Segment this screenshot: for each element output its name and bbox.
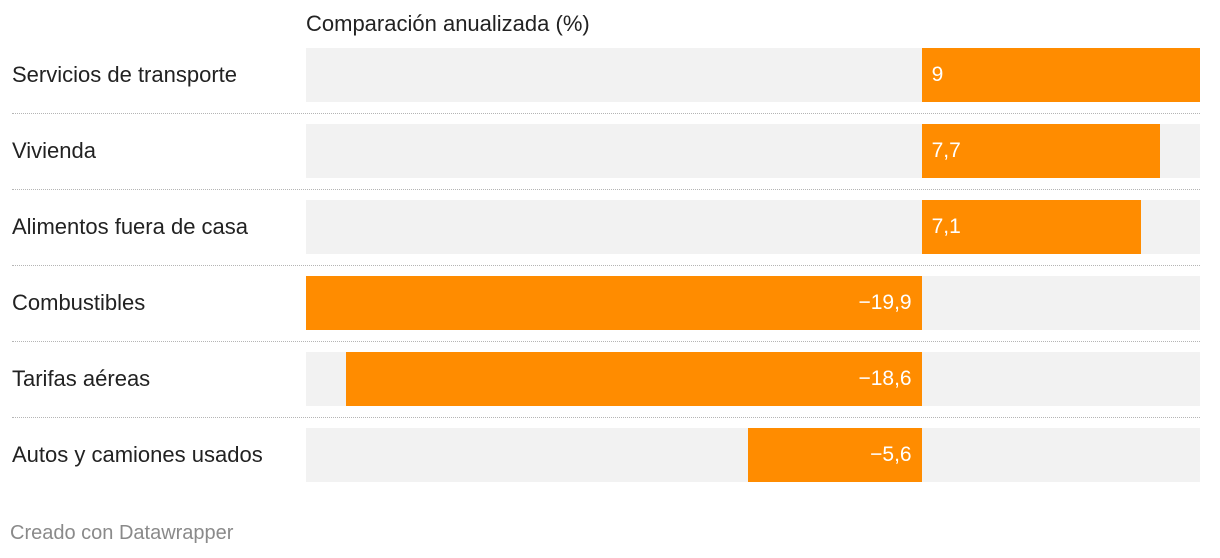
bar-track: −5,6 xyxy=(306,428,1200,482)
value-label: −5,6 xyxy=(870,443,912,466)
row-separator xyxy=(12,189,1200,190)
chart-row: Combustibles −19,9 xyxy=(0,276,1220,330)
chart-row: Servicios de transporte 9 xyxy=(0,48,1220,102)
bar xyxy=(748,428,922,482)
value-label: 7,7 xyxy=(931,139,961,162)
value-label: −19,9 xyxy=(858,291,912,314)
value-label: 9 xyxy=(931,63,944,86)
row-separator xyxy=(12,341,1200,342)
category-label: Servicios de transporte xyxy=(12,62,237,87)
category-label: Tarifas aéreas xyxy=(12,366,151,391)
category-label: Autos y camiones usados xyxy=(12,442,263,467)
chart-row: Tarifas aéreas −18,6 xyxy=(0,352,1220,406)
category-label: Alimentos fuera de casa xyxy=(12,214,249,239)
bar-track: 7,7 xyxy=(306,124,1200,178)
row-separator xyxy=(12,265,1200,266)
bar-track: 7,1 xyxy=(306,200,1200,254)
bar-track: 9 xyxy=(306,48,1200,102)
chart-row: Alimentos fuera de casa 7,1 xyxy=(0,200,1220,254)
bar xyxy=(346,352,922,406)
value-label: −18,6 xyxy=(858,367,912,390)
bar xyxy=(921,124,1160,178)
row-separator xyxy=(12,113,1200,114)
value-label: 7,1 xyxy=(931,215,961,238)
category-label: Combustibles xyxy=(12,290,146,315)
footer-credit: Creado con Datawrapper xyxy=(10,522,234,544)
bar-track: −19,9 xyxy=(306,276,1200,330)
bar xyxy=(921,48,1200,102)
row-separator xyxy=(12,417,1200,418)
bar xyxy=(306,276,922,330)
chart-title: Comparación anualizada (%) xyxy=(306,11,590,36)
chart-row: Vivienda 7,7 xyxy=(0,124,1220,178)
bar-track: −18,6 xyxy=(306,352,1200,406)
chart-row: Autos y camiones usados −5,6 xyxy=(0,428,1220,482)
category-label: Vivienda xyxy=(12,138,96,163)
bar xyxy=(921,200,1142,254)
